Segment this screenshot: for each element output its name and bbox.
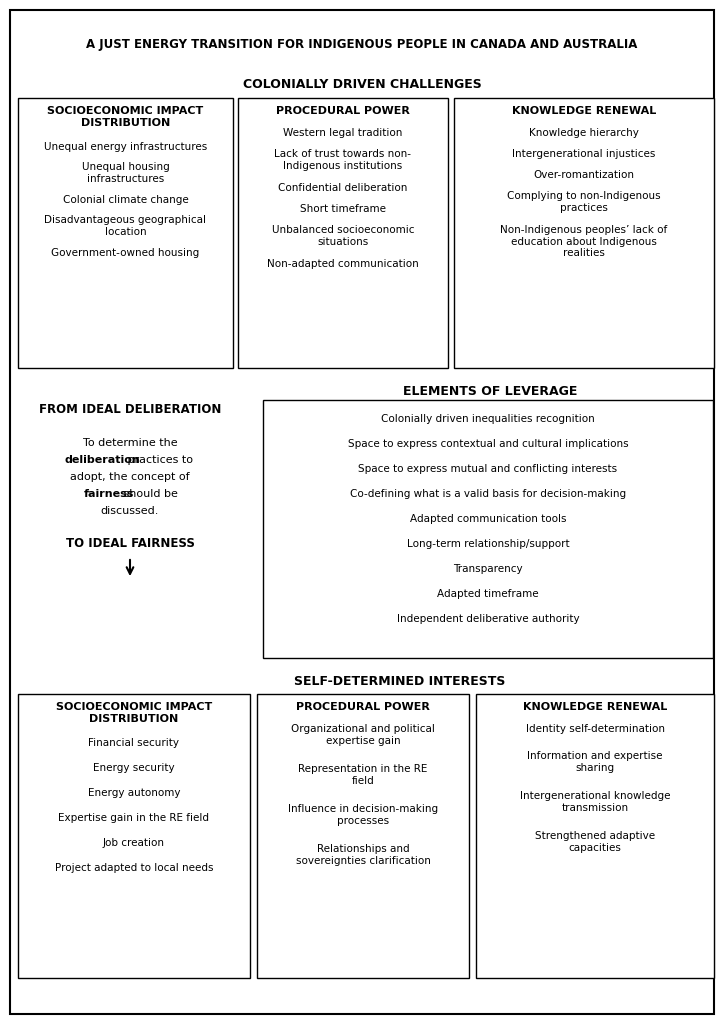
Text: Intergenerational injustices: Intergenerational injustices bbox=[513, 150, 656, 159]
Text: Influence in decision-making
processes: Influence in decision-making processes bbox=[288, 804, 438, 825]
Text: Energy security: Energy security bbox=[93, 763, 174, 773]
Text: TO IDEAL FAIRNESS: TO IDEAL FAIRNESS bbox=[66, 537, 195, 550]
Text: Organizational and political
expertise gain: Organizational and political expertise g… bbox=[291, 724, 435, 745]
Bar bbox=[454, 98, 714, 368]
Text: Co-defining what is a valid basis for decision-making: Co-defining what is a valid basis for de… bbox=[350, 489, 626, 499]
Text: adopt, the concept of: adopt, the concept of bbox=[70, 472, 190, 482]
Text: ELEMENTS OF LEVERAGE: ELEMENTS OF LEVERAGE bbox=[403, 385, 577, 398]
Text: practices to: practices to bbox=[125, 455, 193, 465]
Text: Adapted communication tools: Adapted communication tools bbox=[410, 514, 566, 524]
Text: Relationships and
sovereignties clarification: Relationships and sovereignties clarific… bbox=[295, 844, 431, 865]
Text: Complying to non-Indigenous
practices: Complying to non-Indigenous practices bbox=[508, 191, 661, 213]
Text: Lack of trust towards non-
Indigenous institutions: Lack of trust towards non- Indigenous in… bbox=[274, 150, 411, 171]
Text: Energy autonomy: Energy autonomy bbox=[88, 788, 180, 798]
Text: SELF-DETERMINED INTERESTS: SELF-DETERMINED INTERESTS bbox=[295, 675, 505, 688]
Text: Long-term relationship/support: Long-term relationship/support bbox=[407, 539, 569, 549]
Text: Western legal tradition: Western legal tradition bbox=[283, 128, 403, 138]
Text: Colonial climate change: Colonial climate change bbox=[62, 195, 188, 205]
Text: SOCIOECONOMIC IMPACT
DISTRIBUTION: SOCIOECONOMIC IMPACT DISTRIBUTION bbox=[47, 106, 203, 128]
Text: Over-romantization: Over-romantization bbox=[534, 170, 634, 180]
Text: KNOWLEDGE RENEWAL: KNOWLEDGE RENEWAL bbox=[523, 702, 667, 712]
Text: Job creation: Job creation bbox=[103, 838, 165, 848]
Text: fairness: fairness bbox=[83, 489, 134, 499]
Text: Disadvantageous geographical
location: Disadvantageous geographical location bbox=[44, 215, 206, 237]
Text: FROM IDEAL DELIBERATION: FROM IDEAL DELIBERATION bbox=[39, 403, 222, 416]
Text: Space to express contextual and cultural implications: Space to express contextual and cultural… bbox=[348, 439, 628, 449]
Text: Financial security: Financial security bbox=[88, 738, 180, 748]
Bar bbox=[257, 694, 469, 978]
Text: Strengthened adaptive
capacities: Strengthened adaptive capacities bbox=[535, 831, 655, 853]
Text: Knowledge hierarchy: Knowledge hierarchy bbox=[529, 128, 639, 138]
Text: Independent deliberative authority: Independent deliberative authority bbox=[397, 614, 579, 624]
Text: discussed.: discussed. bbox=[101, 506, 159, 516]
Text: deliberation: deliberation bbox=[64, 455, 140, 465]
Text: Colonially driven inequalities recognition: Colonially driven inequalities recogniti… bbox=[381, 414, 595, 424]
Text: Short timeframe: Short timeframe bbox=[300, 204, 386, 214]
Text: PROCEDURAL POWER: PROCEDURAL POWER bbox=[296, 702, 430, 712]
Text: Unequal housing
infrastructures: Unequal housing infrastructures bbox=[82, 162, 169, 183]
Text: Non-Indigenous peoples’ lack of
education about Indigenous
realities: Non-Indigenous peoples’ lack of educatio… bbox=[500, 225, 668, 258]
Text: KNOWLEDGE RENEWAL: KNOWLEDGE RENEWAL bbox=[512, 106, 656, 116]
Text: COLONIALLY DRIVEN CHALLENGES: COLONIALLY DRIVEN CHALLENGES bbox=[243, 78, 481, 91]
Text: Unequal energy infrastructures: Unequal energy infrastructures bbox=[44, 142, 207, 152]
Text: A JUST ENERGY TRANSITION FOR INDIGENOUS PEOPLE IN CANADA AND AUSTRALIA: A JUST ENERGY TRANSITION FOR INDIGENOUS … bbox=[86, 38, 638, 51]
Text: Identity self-determination: Identity self-determination bbox=[526, 724, 665, 734]
Bar bbox=[263, 400, 713, 658]
Text: Expertise gain in the RE field: Expertise gain in the RE field bbox=[59, 813, 209, 823]
Text: Space to express mutual and conflicting interests: Space to express mutual and conflicting … bbox=[358, 464, 618, 474]
Text: SOCIOECONOMIC IMPACT
DISTRIBUTION: SOCIOECONOMIC IMPACT DISTRIBUTION bbox=[56, 702, 212, 724]
Text: Transparency: Transparency bbox=[453, 564, 523, 574]
Bar bbox=[238, 98, 448, 368]
Bar bbox=[476, 694, 714, 978]
Text: Non-adapted communication: Non-adapted communication bbox=[267, 259, 419, 269]
Text: Government-owned housing: Government-owned housing bbox=[51, 248, 200, 258]
Text: Project adapted to local needs: Project adapted to local needs bbox=[55, 863, 214, 873]
Text: Unbalanced socioeconomic
situations: Unbalanced socioeconomic situations bbox=[272, 225, 414, 247]
Text: Confidential deliberation: Confidential deliberation bbox=[278, 183, 408, 193]
Text: Representation in the RE
field: Representation in the RE field bbox=[298, 764, 428, 785]
Text: should be: should be bbox=[120, 489, 178, 499]
Text: Adapted timeframe: Adapted timeframe bbox=[437, 589, 539, 599]
Text: Intergenerational knowledge
transmission: Intergenerational knowledge transmission bbox=[520, 791, 670, 813]
Text: Information and expertise
sharing: Information and expertise sharing bbox=[527, 751, 662, 772]
Text: To determine the: To determine the bbox=[83, 438, 177, 449]
Text: PROCEDURAL POWER: PROCEDURAL POWER bbox=[276, 106, 410, 116]
Bar bbox=[18, 98, 233, 368]
Bar bbox=[18, 694, 250, 978]
